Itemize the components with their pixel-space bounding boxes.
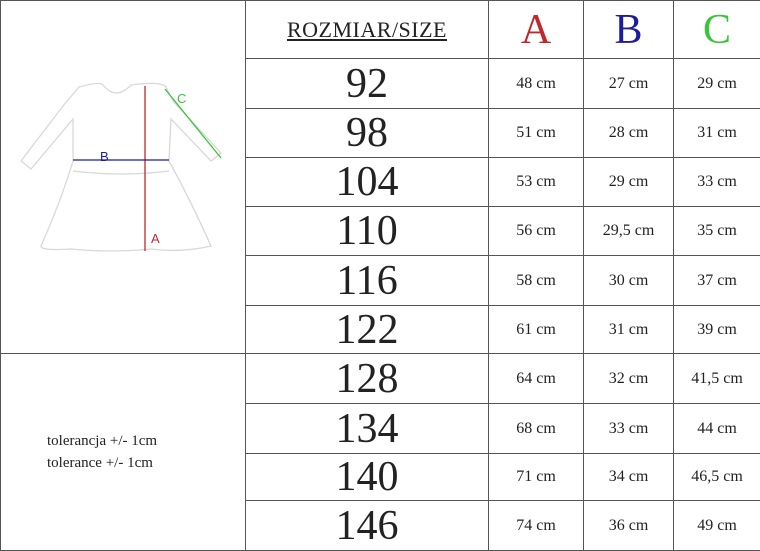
value-b: 32 cm xyxy=(584,354,674,404)
value-a: 53 cm xyxy=(489,158,584,207)
size-cell: 116 xyxy=(246,256,489,306)
tolerance-en: tolerance +/- 1cm xyxy=(47,452,245,474)
label-c: C xyxy=(177,91,186,106)
value-c: 46,5 cm xyxy=(674,454,760,501)
value-c: 49 cm xyxy=(674,501,760,551)
dress-diagram: A B C xyxy=(1,1,245,353)
value-b: 27 cm xyxy=(584,59,674,109)
header-row: A B C ROZMIAR/SIZE A B C xyxy=(1,1,760,59)
tolerance-pl: tolerancja +/- 1cm xyxy=(47,430,245,452)
column-b-header: B xyxy=(584,1,674,59)
measure-line-c xyxy=(165,89,221,158)
value-b: 34 cm xyxy=(584,454,674,501)
size-cell: 134 xyxy=(246,404,489,454)
value-b: 33 cm xyxy=(584,404,674,454)
value-b: 31 cm xyxy=(584,306,674,354)
size-cell: 104 xyxy=(246,158,489,207)
value-b: 29 cm xyxy=(584,158,674,207)
value-a: 58 cm xyxy=(489,256,584,306)
dress-outline-icon xyxy=(21,83,221,251)
value-a: 64 cm xyxy=(489,354,584,404)
size-cell: 92 xyxy=(246,59,489,109)
value-c: 31 cm xyxy=(674,109,760,158)
value-b: 36 cm xyxy=(584,501,674,551)
value-b: 30 cm xyxy=(584,256,674,306)
diagram-cell: A B C xyxy=(1,1,246,354)
label-b: B xyxy=(100,149,109,164)
label-a: A xyxy=(151,231,160,246)
value-c: 41,5 cm xyxy=(674,354,760,404)
value-a: 71 cm xyxy=(489,454,584,501)
size-cell: 122 xyxy=(246,306,489,354)
value-a: 74 cm xyxy=(489,501,584,551)
value-a: 48 cm xyxy=(489,59,584,109)
size-header: ROZMIAR/SIZE xyxy=(246,1,489,59)
value-c: 44 cm xyxy=(674,404,760,454)
value-a: 61 cm xyxy=(489,306,584,354)
column-c-header: C xyxy=(674,1,760,59)
value-c: 39 cm xyxy=(674,306,760,354)
value-a: 56 cm xyxy=(489,207,584,256)
value-c: 33 cm xyxy=(674,158,760,207)
column-a-header: A xyxy=(489,1,584,59)
size-cell: 110 xyxy=(246,207,489,256)
value-a: 51 cm xyxy=(489,109,584,158)
value-c: 37 cm xyxy=(674,256,760,306)
value-b: 28 cm xyxy=(584,109,674,158)
value-c: 29 cm xyxy=(674,59,760,109)
size-cell: 98 xyxy=(246,109,489,158)
size-cell: 140 xyxy=(246,454,489,501)
value-b: 29,5 cm xyxy=(584,207,674,256)
value-c: 35 cm xyxy=(674,207,760,256)
value-a: 68 cm xyxy=(489,404,584,454)
size-cell: 128 xyxy=(246,354,489,404)
size-cell: 146 xyxy=(246,501,489,551)
